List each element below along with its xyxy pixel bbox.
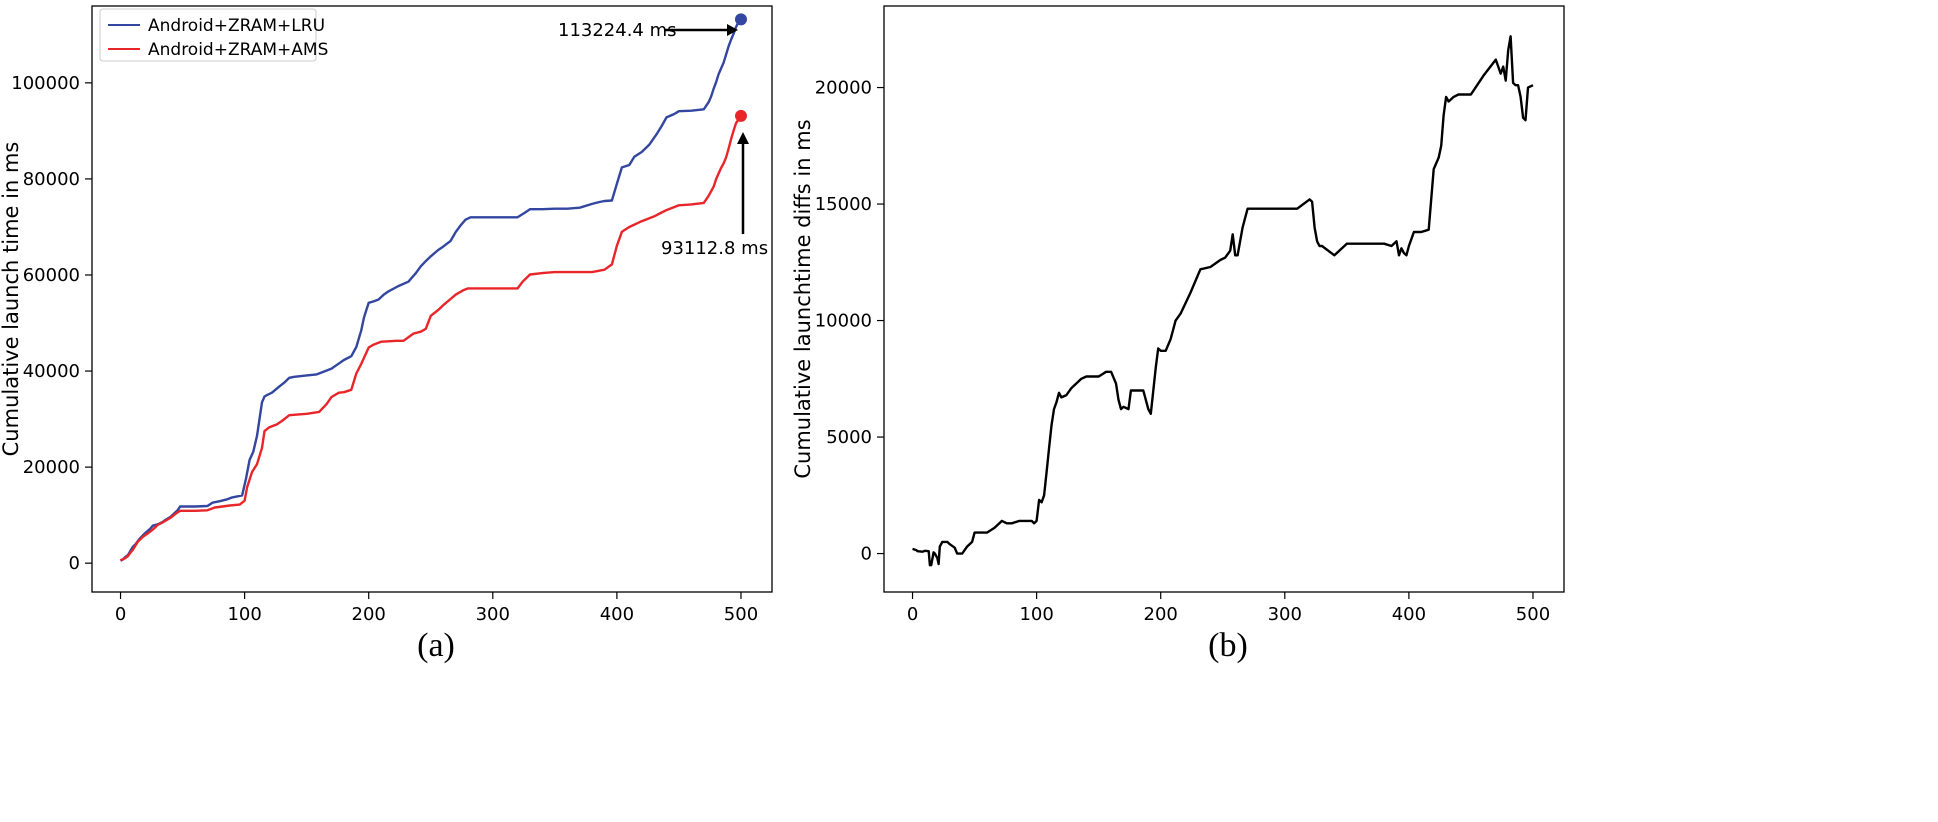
panel-a-xtick-label: 100 bbox=[227, 604, 261, 625]
panel-b-ytick-label: 20000 bbox=[815, 78, 872, 99]
panel-b-series bbox=[912, 35, 1534, 567]
annotation-ams-final: 93112.8 ms bbox=[661, 238, 768, 259]
panel-a-ylabel: Cumulative launch time in ms bbox=[0, 142, 23, 457]
panel-a-frame bbox=[91, 5, 773, 593]
panel-a-xtick-label: 300 bbox=[476, 604, 510, 625]
panel-a-ytick-label: 100000 bbox=[11, 73, 80, 94]
panel-b-xtick-label: 500 bbox=[1516, 604, 1550, 625]
panel-b-ytick-label: 15000 bbox=[815, 194, 872, 215]
panel-b-frame bbox=[883, 5, 1565, 593]
panel-a-xtick-label: 500 bbox=[724, 604, 758, 625]
panel-b-ytick-label: 5000 bbox=[826, 427, 872, 448]
legend-label-ams: Android+ZRAM+AMS bbox=[148, 40, 328, 60]
panel-a-xtick-label: 200 bbox=[352, 604, 386, 625]
panel-a-series bbox=[119, 13, 747, 562]
panel-b-series-line-0 bbox=[912, 35, 1534, 567]
panel-b-ylabel: Cumulative launchtime diffs in ms bbox=[791, 119, 815, 478]
panel-a-series-line-1 bbox=[120, 115, 742, 562]
panel-b-ytick-label: 0 bbox=[861, 544, 872, 565]
annotation-lru-arrow-head bbox=[727, 24, 738, 36]
panel-b-xtick-label: 200 bbox=[1144, 604, 1178, 625]
panel-a-ytick-label: 60000 bbox=[23, 265, 80, 286]
panel-a-series-line-0 bbox=[119, 18, 742, 562]
panel-a-axes: 0 100 200 300 400 500 0 20000 40000 60000 80000 100… bbox=[11, 73, 758, 625]
panel-b-xtick-label: 300 bbox=[1268, 604, 1302, 625]
panel-a-xtick-label: 0 bbox=[115, 604, 126, 625]
annotation-lru-final: 113224.4 ms bbox=[558, 20, 677, 41]
legend-label-lru: Android+ZRAM+LRU bbox=[148, 16, 325, 36]
panel-b-xtick-label: 0 bbox=[907, 604, 918, 625]
panel-b-xtick-label: 400 bbox=[1392, 604, 1426, 625]
panel-b-caption: (b) bbox=[1208, 627, 1248, 664]
panel-a-ytick-label: 20000 bbox=[23, 457, 80, 478]
legend: Android+ZRAM+LRU Android+ZRAM+AMS bbox=[99, 8, 328, 62]
panel-a-endpoint-marker-1 bbox=[734, 109, 747, 122]
panel-a-annotations: 113224.4 ms 93112.8 ms bbox=[558, 20, 768, 259]
annotation-ams-arrow-head bbox=[737, 132, 749, 144]
panel-a-caption: (a) bbox=[417, 627, 455, 664]
panel-a-ytick-label: 40000 bbox=[23, 361, 80, 382]
panel-a-endpoint-marker-0 bbox=[734, 13, 747, 26]
panel-a-ytick-label: 80000 bbox=[23, 169, 80, 190]
panel-b-xtick-label: 100 bbox=[1019, 604, 1053, 625]
panel-a: 0 100 200 300 400 500 0 20000 40000 60000 80000 100… bbox=[0, 5, 773, 664]
panel-b-ytick-label: 10000 bbox=[815, 311, 872, 332]
panel-a-xtick-label: 400 bbox=[600, 604, 634, 625]
panel-a-ytick-label: 0 bbox=[69, 553, 80, 574]
legend-frame bbox=[99, 8, 317, 62]
